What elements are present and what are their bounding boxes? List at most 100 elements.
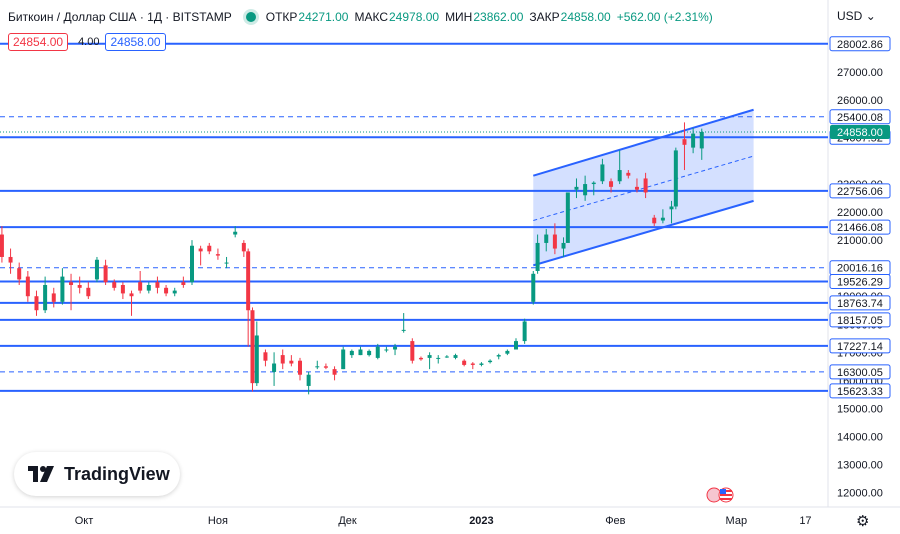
- x-tick-label: 17: [799, 515, 811, 527]
- candle-body: [0, 234, 4, 257]
- level-price-tag: [829, 312, 891, 328]
- settings-gear-icon[interactable]: ⚙: [856, 513, 870, 530]
- candle-body: [250, 310, 255, 384]
- candle-body: [17, 268, 22, 280]
- x-tick-label: Дек: [338, 515, 357, 527]
- candle-body: [565, 192, 570, 243]
- candle-body: [112, 282, 117, 288]
- candle-body: [682, 139, 687, 145]
- candle-body: [60, 276, 65, 302]
- high-label: МАКС: [354, 10, 388, 24]
- candle-body: [626, 172, 631, 176]
- level-price-tag: [829, 338, 891, 354]
- candle-body: [164, 287, 169, 294]
- x-tick-label: Фев: [605, 515, 625, 527]
- candle-body: [323, 366, 328, 368]
- events-flags-icon[interactable]: [706, 487, 736, 503]
- high-value: 24978.00: [389, 10, 440, 24]
- level-price-label: 17227.14: [837, 341, 883, 353]
- level-price-label: 18763.74: [837, 298, 883, 310]
- candle-body: [479, 363, 484, 365]
- chart-legend: Биткоин / Доллар США · 1Д · BITSTAMP ОТК…: [8, 8, 719, 26]
- candle-body: [427, 355, 432, 358]
- candle-body: [77, 285, 82, 288]
- candle-body: [43, 285, 48, 311]
- level-price-tag: [829, 109, 891, 125]
- candle-body: [86, 287, 91, 297]
- low-value: 23862.00: [473, 10, 524, 24]
- candle-body: [120, 285, 125, 294]
- candle-body: [574, 186, 579, 190]
- candle-body: [535, 242, 540, 271]
- candle-body: [224, 262, 229, 264]
- candle-body: [643, 178, 648, 193]
- candle-body: [306, 374, 311, 386]
- change-value: +562.00 (+2.31%): [616, 10, 713, 24]
- level-price-label: 16300.05: [837, 367, 883, 379]
- y-tick-label: 22000.00: [837, 207, 883, 219]
- candle-body: [280, 355, 285, 364]
- candle-body: [34, 296, 39, 311]
- candle-body: [241, 242, 246, 252]
- x-tick-label: 2023: [469, 515, 493, 527]
- buy-price-button[interactable]: 24858.00: [105, 33, 166, 51]
- candle-body: [436, 357, 441, 359]
- level-price-label: 28002.86: [837, 39, 883, 51]
- chevron-down-icon: ⌄: [865, 9, 876, 23]
- level-price-tag: [829, 183, 891, 199]
- candle-body: [600, 164, 605, 182]
- level-price-tag: [829, 295, 891, 311]
- market-status-dot-icon: [245, 12, 256, 22]
- y-tick-label: 27000.00: [837, 67, 883, 79]
- close-value: 24858.00: [560, 10, 611, 24]
- candle-body: [531, 273, 536, 302]
- candle-body: [401, 329, 406, 331]
- candle-body: [375, 346, 380, 358]
- open-label: ОТКР: [265, 10, 298, 24]
- close-label: ЗАКР: [529, 10, 560, 24]
- tradingview-mark-icon: [28, 466, 54, 482]
- candle-body: [129, 293, 134, 297]
- symbol-title[interactable]: Биткоин / Доллар США · 1Д · BITSTAMP: [8, 10, 232, 24]
- candle-body: [522, 321, 527, 342]
- candle-body: [609, 181, 614, 187]
- candle-body: [634, 186, 639, 190]
- candle-body: [233, 231, 238, 235]
- low-label: МИН: [445, 10, 473, 24]
- candle-body: [470, 363, 475, 365]
- candle-body: [496, 355, 501, 357]
- y-tick-label: 12000.00: [837, 488, 883, 500]
- candle-body: [660, 217, 665, 221]
- candle-body: [514, 341, 518, 350]
- level-price-label: 21466.08: [837, 222, 883, 234]
- candle-body: [561, 242, 566, 249]
- candle-body: [410, 341, 415, 361]
- candle-body: [552, 234, 557, 249]
- candle-body: [505, 350, 510, 354]
- level-price-label: 22756.06: [837, 186, 883, 198]
- candle-body: [699, 131, 704, 149]
- level-price-label: 25400.08: [837, 112, 883, 124]
- candle-body: [462, 360, 467, 365]
- candle-body: [488, 360, 493, 363]
- candle-body: [272, 363, 277, 372]
- candle-body: [673, 150, 678, 207]
- sell-price-button[interactable]: 24854.00: [8, 33, 69, 51]
- tradingview-logo[interactable]: TradingView: [14, 452, 180, 496]
- candle-body: [591, 182, 596, 185]
- candle-body: [393, 346, 398, 350]
- candle-body: [25, 276, 30, 297]
- candle-body: [453, 355, 458, 358]
- level-price-tag: [829, 219, 891, 235]
- candle-body: [418, 357, 423, 360]
- level-price-tag: [829, 273, 891, 289]
- currency-selector[interactable]: USD ⌄: [837, 9, 876, 23]
- candle-body: [367, 350, 372, 356]
- candle-body: [8, 256, 13, 263]
- x-tick-label: Ноя: [208, 515, 228, 527]
- y-tick-label: 13000.00: [837, 459, 883, 471]
- open-value: 24271.00: [298, 10, 349, 24]
- spread-value: 4.00: [78, 36, 100, 48]
- candle-body: [172, 290, 177, 294]
